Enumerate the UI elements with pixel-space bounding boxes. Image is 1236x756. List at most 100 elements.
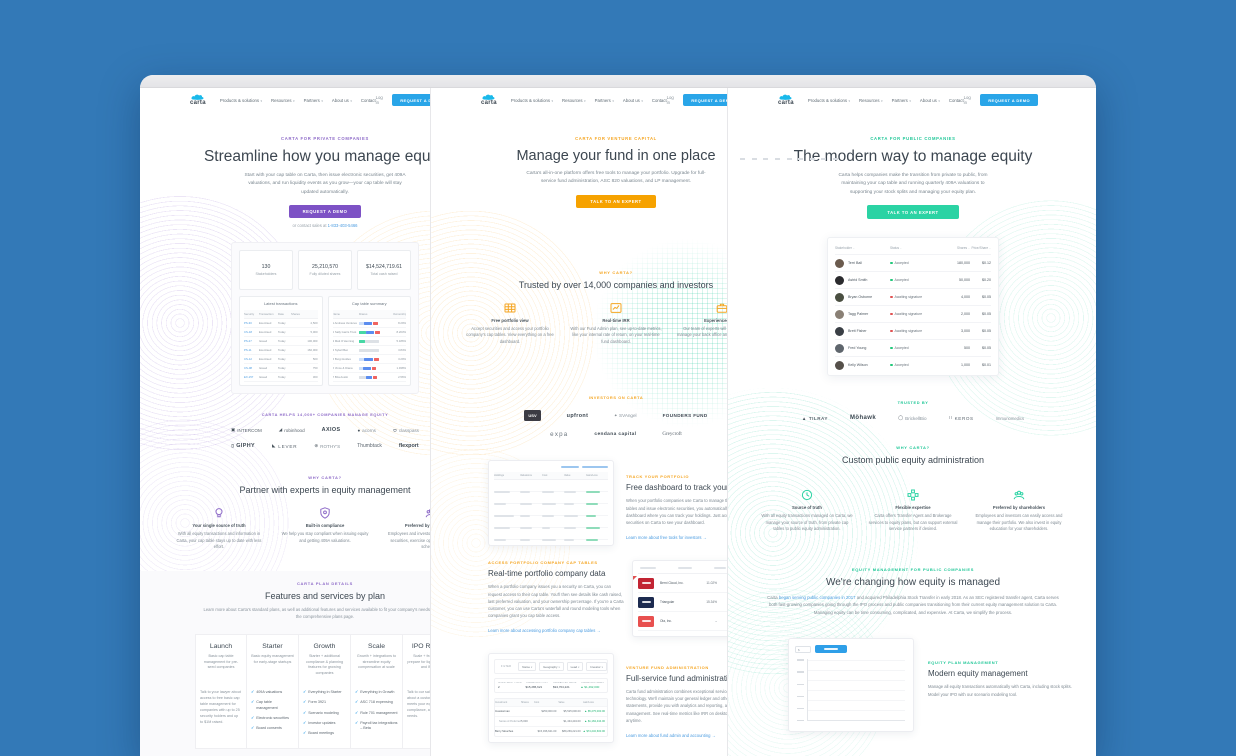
- fund-stat: UNREALIZED VALUE $94,704,221: [553, 682, 577, 690]
- equity-plan-section: $ EQUITY PLAN MANAGEMENT Modern equity m…: [728, 158, 1096, 733]
- feature-columns: Source of truth With all equity transact…: [728, 489, 1096, 533]
- check-icon: [303, 731, 306, 736]
- plan-comparison-table: Launch Basic cap table management for pr…: [140, 634, 430, 749]
- learn-more-link[interactable]: Learn more about accessing portfolio com…: [488, 628, 601, 634]
- feature-experienced-team: Experienced team Our team of experts wil…: [676, 302, 727, 346]
- trusted-by-eyebrow: TRUSTED BY: [897, 400, 929, 406]
- portfolio-company-row: Ola, Inc. – ▼ $45,000: [638, 612, 727, 632]
- table-header: Security Transaction Date Shares: [244, 310, 318, 320]
- carta-logo[interactable]: carta: [481, 94, 497, 106]
- ownership-bar: [358, 355, 394, 363]
- check-icon: [251, 700, 254, 710]
- status-badge: Accepted: [890, 363, 942, 367]
- request-demo-button[interactable]: REQUEST A DEMO: [980, 94, 1038, 106]
- security-link: EX-157: [244, 375, 254, 380]
- check-icon: [355, 721, 358, 731]
- contact-sales-line: or contact sales at 1-833-403-5466: [292, 223, 358, 229]
- chart-input-field: $: [795, 645, 811, 653]
- request-demo-cta[interactable]: REQUEST A DEMO: [288, 205, 362, 219]
- avatar: [835, 258, 844, 268]
- public-companies-link[interactable]: began serving public companies in 2017: [778, 594, 856, 600]
- nav-item[interactable]: About us: [623, 98, 643, 103]
- security-link: PS-30: [244, 321, 252, 326]
- customers-eyebrow: CARTA HELPS 14,000+ COMPANIES MANAGE EQU…: [261, 412, 389, 418]
- status-dot: [890, 261, 893, 265]
- nav-item[interactable]: Partners: [304, 98, 323, 103]
- hero-section: CARTA FOR PRIVATE COMPANIES Streamline h…: [140, 136, 430, 228]
- table-row: 3 Matt O'Henning 5.186%: [332, 337, 406, 347]
- robinhood-logo: ◢ robinhood: [278, 427, 305, 433]
- request-demo-button[interactable]: REQUEST A DEMO: [392, 94, 430, 106]
- security-link: CS-12: [244, 357, 252, 362]
- line-chart-icon: [610, 302, 622, 313]
- feature-columns: Your single source of truth With all equ…: [140, 507, 430, 551]
- plans-eyebrow: CARTA PLAN DETAILS: [296, 580, 354, 586]
- table-row: CS-12 Exercised Today 500: [244, 355, 318, 365]
- check-icon: [303, 700, 306, 705]
- nav-item[interactable]: Products & solutions: [511, 98, 553, 103]
- plan-feature: Rule 701 management: [355, 711, 398, 716]
- sales-phone-link[interactable]: 1-833-403-5466: [327, 223, 358, 229]
- nav-item[interactable]: About us: [332, 98, 352, 103]
- plan-feature: ASC 718 expensing: [355, 700, 398, 705]
- section-eyebrow: EQUITY MANAGEMENT FOR PUBLIC COMPANIES: [851, 566, 975, 572]
- stat-value: 130: [261, 264, 271, 271]
- fund-admin-section: FILTER NameGeographyLeadInvestor INVESTME…: [431, 653, 727, 744]
- cap-table-dashboard-preview: 130 Stakeholders 25,210,570 Fully dilute…: [231, 242, 419, 395]
- carta-logo[interactable]: carta: [190, 94, 206, 106]
- latest-transactions-table: Latest transactions Security Transaction…: [239, 296, 323, 387]
- portfolio-company-row: Berni Cloud, Inc. 11.02% ▲ $310,134: [633, 574, 727, 594]
- nav-item[interactable]: Contact: [651, 97, 667, 103]
- ownership-bar: [358, 364, 394, 372]
- table-row: [494, 516, 608, 530]
- nav-item[interactable]: Partners: [892, 98, 911, 103]
- nav-item[interactable]: Resources: [859, 98, 883, 103]
- plan-feature: 409A valuations: [251, 690, 294, 695]
- nav-item[interactable]: Contact: [360, 97, 376, 103]
- table-header: Stakeholder Status Shares Price/Share: [835, 243, 991, 254]
- nav-item[interactable]: Partners: [595, 98, 614, 103]
- talk-to-expert-cta[interactable]: TALK TO AN EXPERT: [867, 205, 959, 220]
- immunomedics-logo: Immunomedics: [995, 415, 1025, 421]
- talk-to-expert-cta[interactable]: TALK TO AN EXPERT: [576, 194, 656, 208]
- learn-more-link[interactable]: Learn more about free tools for investor…: [626, 534, 707, 540]
- why-carta-title: Trusted by over 14,000 companies and inv…: [518, 279, 714, 290]
- nav-item[interactable]: Contact: [948, 97, 964, 103]
- login-link[interactable]: Log in: [666, 95, 674, 105]
- holdings-dashboard-screenshot: Holdings Valuations Cost Value Gain/Loss: [488, 460, 614, 547]
- table-row: 5 Burgi Holdes 3.29%: [332, 355, 406, 365]
- login-link[interactable]: Log in: [963, 95, 971, 105]
- login-link[interactable]: Log in: [375, 95, 383, 105]
- nav-item[interactable]: Products & solutions: [220, 98, 262, 103]
- page-title: Manage your fund in one place: [516, 148, 716, 164]
- why-carta-eyebrow: WHY CARTA?: [599, 269, 633, 275]
- feature-shareholders: Preferred by shareholders Employees and …: [973, 489, 1065, 533]
- rothys-logo: ⊛ ROTHY'S: [314, 443, 341, 449]
- plan-feature: Investor updates: [303, 721, 346, 726]
- portfolio-company-row: Triangular 15.34% ▲ $170,134: [638, 593, 727, 613]
- portfolio-companies-screenshot: Berni Cloud, Inc. 11.02% ▲ $310,134 Tria…: [632, 560, 727, 638]
- page-title: The modern way to manage equity: [793, 148, 1033, 165]
- hero-section: CARTA FOR VENTURE CAPITAL Manage your fu…: [431, 136, 727, 208]
- nav-item[interactable]: Resources: [562, 98, 586, 103]
- transactions-body: PS-30 Exercised Today 2,500 CS-18: [244, 319, 318, 383]
- thumbtack-logo: Thumbtack: [357, 443, 382, 450]
- why-carta-title: Custom public equity administration: [841, 455, 985, 466]
- table-row: [494, 480, 608, 494]
- plans-subtitle: Learn more about Carta's standard plans,…: [203, 606, 430, 619]
- table-row: PS-11 Exercised Today 160,000: [244, 346, 318, 356]
- shield-icon: [320, 507, 330, 519]
- plan-feature: Form 3921: [303, 700, 346, 705]
- nav-item[interactable]: About us: [920, 98, 940, 103]
- stakeholder-row: Tagg Palmer Awaiting signature 2,000 $0.…: [835, 305, 991, 322]
- nav-item[interactable]: Products & solutions: [808, 98, 850, 103]
- request-demo-button[interactable]: REQUEST A DEMO: [683, 94, 727, 106]
- carta-logo[interactable]: carta: [778, 94, 794, 106]
- nav-item[interactable]: Resources: [271, 98, 295, 103]
- clock-icon: [801, 490, 813, 501]
- investments-body: Investorman $250,000.00 $5,525,000.00 ▲ …: [495, 706, 607, 736]
- investors-eyebrow: INVESTORS ON CARTA: [588, 395, 644, 401]
- investor-logos-row-2: expa cendana capital Greycroft: [431, 431, 727, 438]
- security-link: PS-27: [244, 339, 252, 344]
- learn-more-link[interactable]: Learn more about fund admin and accounti…: [626, 732, 716, 738]
